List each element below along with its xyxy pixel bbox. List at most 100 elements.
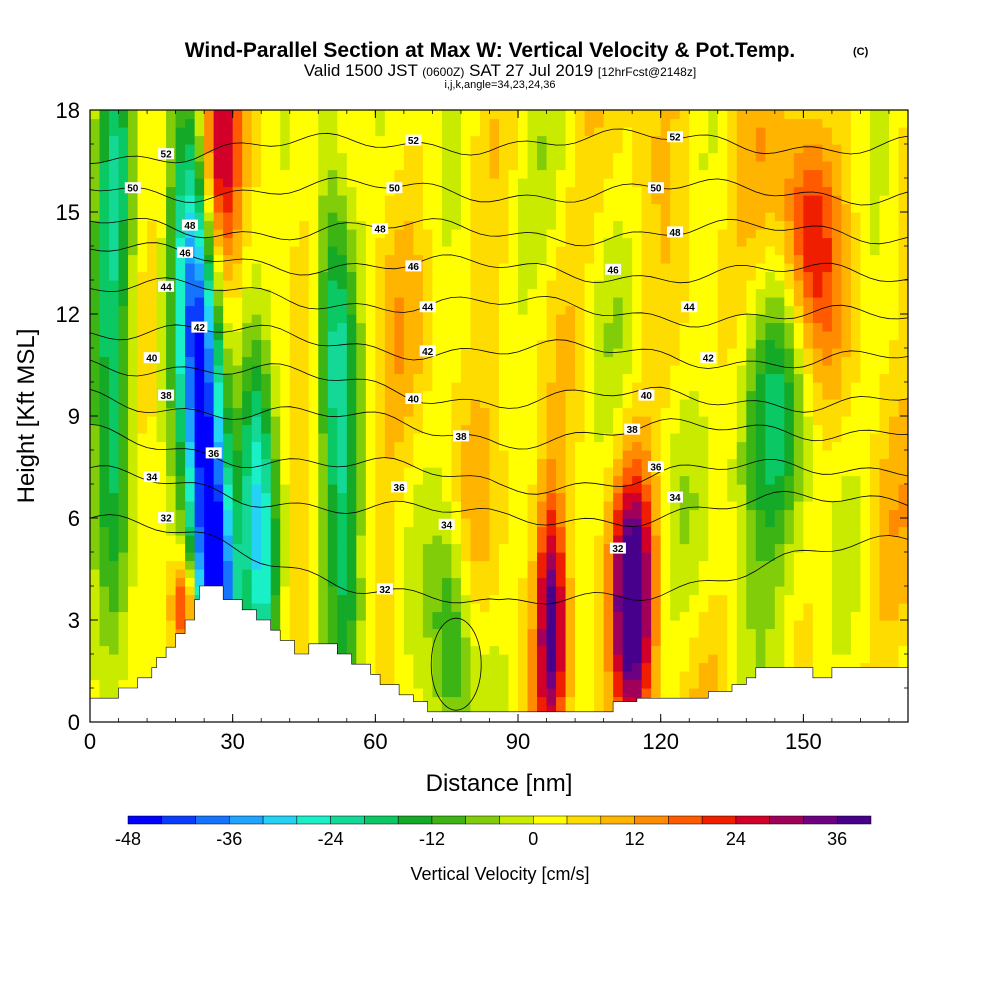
w-cell [537, 110, 548, 120]
w-cell [565, 254, 576, 264]
w-cell [261, 577, 272, 587]
w-cell [518, 118, 529, 128]
w-cell [90, 152, 101, 162]
w-cell [584, 390, 595, 400]
w-cell [575, 110, 586, 120]
w-cell [603, 543, 614, 553]
w-cell [280, 161, 291, 171]
w-cell [327, 441, 338, 451]
w-cell [318, 305, 329, 315]
w-cell [518, 458, 529, 468]
w-cell [118, 407, 129, 417]
w-cell [422, 450, 434, 460]
w-cell [318, 450, 329, 460]
w-cell [223, 331, 234, 341]
w-cell [194, 144, 205, 154]
w-cell [470, 356, 481, 366]
w-cell [470, 246, 481, 256]
w-cell [527, 254, 538, 264]
w-cell [679, 535, 690, 545]
w-cell [232, 569, 243, 579]
w-cell [727, 203, 738, 213]
w-cell [242, 237, 253, 247]
w-cell [99, 671, 110, 681]
w-cell [499, 518, 510, 528]
w-cell [251, 552, 262, 562]
w-cell [660, 518, 671, 528]
w-cell [432, 441, 443, 451]
w-cell [413, 407, 424, 417]
w-cell [337, 220, 348, 230]
w-cell [584, 705, 595, 715]
w-cell [432, 492, 443, 502]
w-cell [223, 526, 234, 536]
w-cell [508, 475, 519, 485]
w-cell [584, 399, 595, 409]
w-cell [223, 492, 234, 502]
w-cell [689, 186, 700, 196]
w-cell [584, 509, 595, 519]
w-cell [384, 331, 395, 341]
w-cell [584, 543, 595, 553]
w-cell [413, 169, 424, 179]
w-cell [204, 373, 215, 383]
w-cell [175, 620, 186, 630]
w-cell [261, 331, 272, 341]
w-cell [375, 186, 386, 196]
w-cell [537, 475, 548, 485]
w-cell [289, 297, 300, 307]
w-cell [346, 373, 357, 383]
w-cell [479, 577, 491, 587]
w-cell [175, 314, 186, 324]
w-cell [575, 628, 586, 638]
w-cell [451, 450, 462, 460]
w-cell [575, 475, 586, 485]
w-cell [289, 475, 300, 485]
w-cell [128, 169, 139, 179]
w-cell [546, 118, 557, 128]
w-cell [90, 518, 101, 528]
w-cell [470, 441, 481, 451]
w-cell [356, 569, 367, 579]
w-cell [698, 169, 709, 179]
w-cell [327, 569, 338, 579]
w-cell [270, 237, 281, 247]
w-cell [185, 611, 196, 621]
w-cell [365, 433, 376, 443]
w-cell [556, 458, 567, 468]
w-cell [166, 501, 177, 511]
w-cell [118, 246, 129, 256]
w-cell [318, 365, 329, 375]
w-cell [556, 407, 567, 417]
w-cell [223, 416, 234, 426]
w-cell [527, 662, 538, 672]
w-cell [537, 356, 548, 366]
w-cell [527, 705, 538, 715]
w-cell [394, 305, 405, 315]
w-cell [432, 535, 443, 545]
w-cell [660, 382, 671, 392]
w-cell [147, 543, 158, 553]
w-cell [137, 475, 148, 485]
w-cell [289, 237, 300, 247]
w-cell [727, 569, 738, 579]
w-cell [99, 271, 110, 281]
w-cell [299, 450, 310, 460]
w-cell [365, 611, 376, 621]
w-cell [365, 654, 376, 664]
w-cell [356, 356, 367, 366]
w-cell [128, 144, 139, 154]
w-cell [556, 152, 567, 162]
w-cell [717, 288, 728, 298]
w-cell [603, 441, 614, 451]
w-cell [603, 186, 614, 196]
w-cell [185, 467, 196, 477]
w-cell [594, 220, 605, 230]
w-cell [575, 433, 586, 443]
w-cell [394, 118, 405, 128]
w-cell [546, 620, 557, 630]
w-cell [403, 492, 414, 502]
w-cell [670, 288, 681, 298]
w-cell [185, 509, 196, 519]
w-cell [689, 526, 700, 536]
